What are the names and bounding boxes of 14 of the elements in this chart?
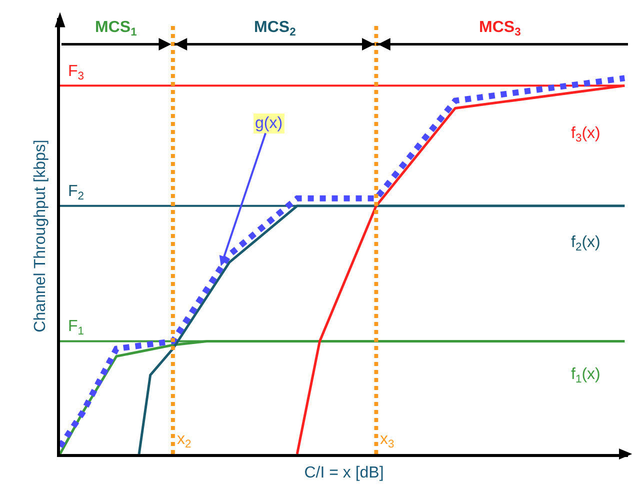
- annotation: x$_{3}$: [380, 431, 394, 450]
- text: g(x): [255, 115, 283, 132]
- y-axis-title: Channel Throughput [kbps]: [32, 140, 50, 332]
- text: MCS$_{2}$: [254, 19, 296, 38]
- text: MCS$_{3}$: [479, 19, 521, 38]
- annotation: x$_{2}$: [177, 431, 192, 450]
- ref-line-label: F$_{3}$: [68, 63, 84, 82]
- x-axis-title: C/I = x [dB]: [304, 464, 384, 482]
- text: MCS$_{1}$: [95, 19, 137, 38]
- series-label: f$_{1}$(x): [571, 366, 600, 386]
- ref-line-label: F$_{2}$: [68, 183, 84, 202]
- series-label: f$_{3}$(x): [571, 125, 600, 144]
- ref-line-label: F$_{1}$: [68, 318, 84, 338]
- series-label: f$_{2}$(x): [571, 234, 600, 254]
